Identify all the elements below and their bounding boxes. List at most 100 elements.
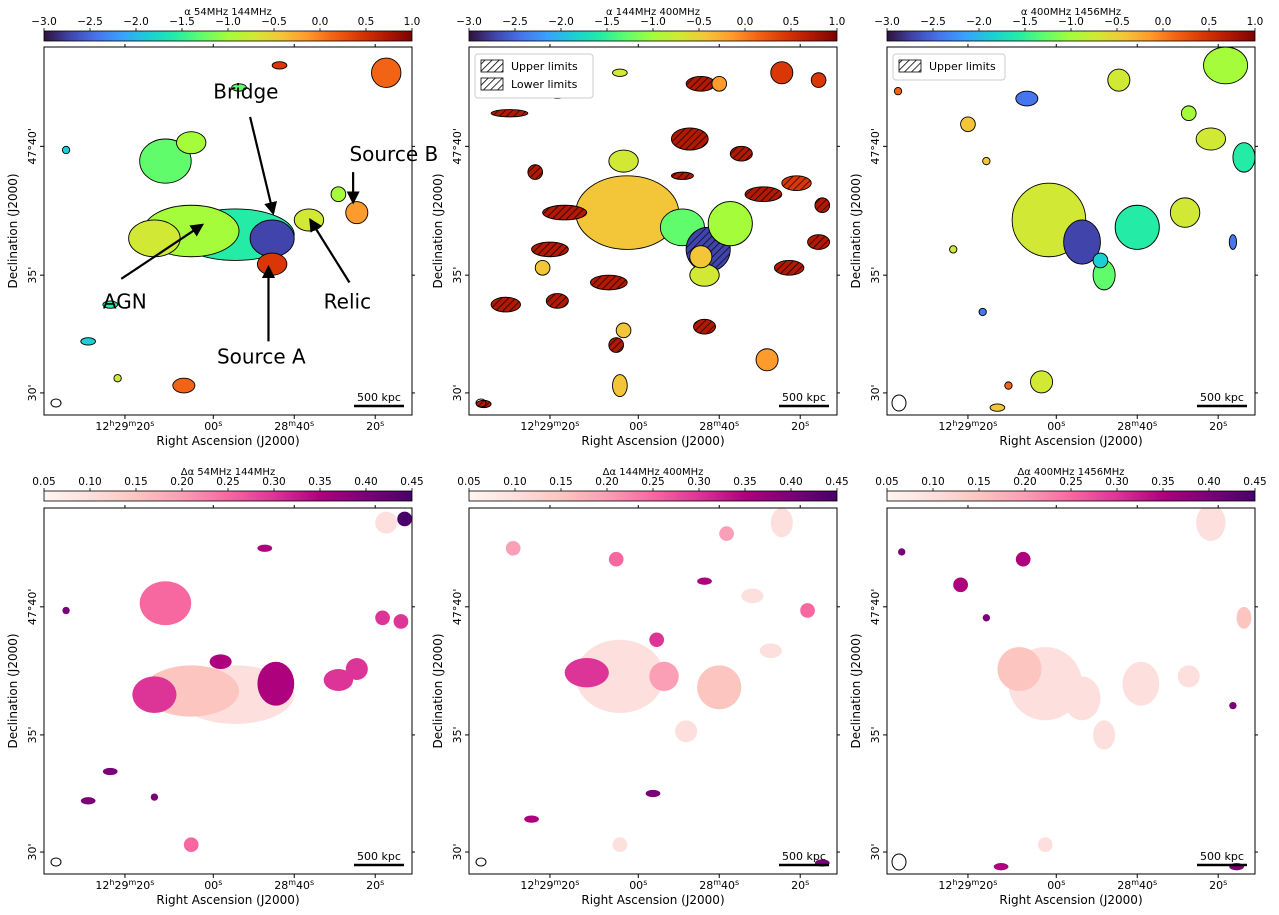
colorbar-tick-label: 0.0 xyxy=(737,16,754,28)
emission-region xyxy=(953,577,968,593)
emission-region xyxy=(893,87,903,96)
colorbar-tick-label: −2.5 xyxy=(502,16,528,28)
panel-top-right: −3.0 −2.5 −2.0 −1.5 −1.0 −0.5 0.0 0.5 1.0 α 400MH… xyxy=(849,7,1263,448)
colorbar-tick-label: 0.20 xyxy=(170,476,193,488)
colorbar xyxy=(43,30,413,42)
x-tick-label: 12h29m20s xyxy=(520,419,579,433)
colorbar-tick-label: 0.10 xyxy=(78,476,101,488)
emission-region xyxy=(128,219,181,258)
emission-region xyxy=(1015,551,1031,567)
y-tick-label: 35' xyxy=(451,726,464,743)
emission-region xyxy=(139,581,192,626)
colorbar-tick-label: −1.5 xyxy=(594,16,620,28)
emission-region xyxy=(697,577,712,585)
y-tick-label: 47°40' xyxy=(26,589,39,626)
colorbar-tick-label: 1.0 xyxy=(1247,16,1264,28)
emission-region xyxy=(1169,197,1201,228)
x-tick-label: 20s xyxy=(366,419,384,433)
x-tick-label: 00s xyxy=(1047,878,1065,892)
colorbar-tick-label: −1.5 xyxy=(1012,16,1038,28)
colorbar-tick-label: 0.15 xyxy=(967,476,990,488)
emission-region xyxy=(1037,837,1053,853)
y-tick-label: 35' xyxy=(26,726,39,743)
emission-region xyxy=(564,658,609,688)
emission-region xyxy=(524,815,539,823)
colorbar-tick-label: −3.0 xyxy=(874,16,900,28)
colorbar-tick-label: 0.10 xyxy=(503,476,526,488)
colorbar-label: Δα 54MHz 144MHz xyxy=(181,467,275,478)
x-axis-label: Right Ascension (J2000) xyxy=(999,893,1142,907)
emission-region xyxy=(271,61,288,70)
x-axis-label: Right Ascension (J2000) xyxy=(999,434,1142,448)
emission-region xyxy=(1195,127,1227,151)
emission-region xyxy=(1107,68,1131,92)
emission-region xyxy=(113,374,122,383)
emission-region xyxy=(172,377,196,394)
y-tick-label: 30' xyxy=(451,844,464,861)
x-tick-label: 20s xyxy=(791,878,809,892)
colorbar-tick-label: 0.40 xyxy=(779,476,802,488)
emission-region xyxy=(1229,701,1237,710)
emission-region xyxy=(257,661,295,706)
legend-swatch-hatch xyxy=(899,60,921,72)
emission-region xyxy=(997,647,1042,691)
emission-region xyxy=(505,540,521,556)
emission-region xyxy=(1015,90,1039,107)
legend-box xyxy=(474,53,594,99)
colorbar-tick-label: 0.30 xyxy=(262,476,285,488)
x-tick-label: 00s xyxy=(204,878,222,892)
emission-region xyxy=(1177,665,1200,688)
x-tick-label: 28m40s xyxy=(274,878,314,892)
y-tick-label: 47°40' xyxy=(26,128,39,165)
emission-region xyxy=(1093,720,1116,750)
emission-region xyxy=(711,75,728,92)
colorbar-label: α 400MHz 1456MHz xyxy=(1021,7,1121,18)
emission-region xyxy=(102,767,118,776)
scale-bar-label: 500 kpc xyxy=(357,391,401,404)
emission-region xyxy=(645,789,661,798)
y-axis-label: Declination (J2000) xyxy=(6,173,20,288)
emission-region xyxy=(741,588,764,604)
legend-entry: Upper limits xyxy=(511,60,578,73)
colorbar-tick-label: 0.10 xyxy=(921,476,944,488)
colorbar xyxy=(886,490,1256,502)
y-tick-label: 30' xyxy=(869,844,882,861)
emission-region xyxy=(209,654,232,670)
emission-region xyxy=(993,863,1009,871)
x-tick-label: 28m40s xyxy=(1117,878,1157,892)
x-axis-label: Right Ascension (J2000) xyxy=(156,434,299,448)
emission-region xyxy=(575,175,680,250)
colorbar-tick-label: −2.0 xyxy=(548,16,574,28)
emission-region xyxy=(949,245,958,254)
colorbar-tick-label: 0.30 xyxy=(687,476,710,488)
emission-region xyxy=(1063,676,1101,721)
emission-region xyxy=(183,837,199,853)
colorbar-tick-label: −2.5 xyxy=(77,16,103,28)
limit-hatch xyxy=(671,127,709,151)
scale-bar-label: 500 kpc xyxy=(1200,850,1244,863)
x-tick-label: 00s xyxy=(1047,419,1065,433)
limit-hatch xyxy=(814,197,830,213)
emission-region xyxy=(1180,105,1197,122)
emission-region xyxy=(132,676,177,713)
colorbar-tick-label: −1.0 xyxy=(215,16,241,28)
y-tick-label: 47°40' xyxy=(451,589,464,626)
x-tick-label: 20s xyxy=(366,878,384,892)
colorbar-tick-label: 0.20 xyxy=(1013,476,1036,488)
emission-region xyxy=(800,603,815,618)
scale-bar-label: 500 kpc xyxy=(1200,391,1244,404)
colorbar-label: Δα 400MHz 1456MHz xyxy=(1017,467,1124,478)
colorbar-tick-label: −3.0 xyxy=(456,16,482,28)
plot-frame xyxy=(886,46,1256,416)
colorbar-tick-label: −2.5 xyxy=(920,16,946,28)
emission-region xyxy=(615,322,632,339)
y-tick-label: 30' xyxy=(451,384,464,401)
emission-region xyxy=(675,720,698,743)
emission-region xyxy=(960,116,976,133)
limit-hatch xyxy=(491,109,528,117)
beam-ellipse xyxy=(891,394,907,412)
emission-region xyxy=(1030,370,1054,394)
y-axis-label: Declination (J2000) xyxy=(849,173,863,288)
emission-region xyxy=(345,658,368,681)
emission-region xyxy=(608,551,624,567)
